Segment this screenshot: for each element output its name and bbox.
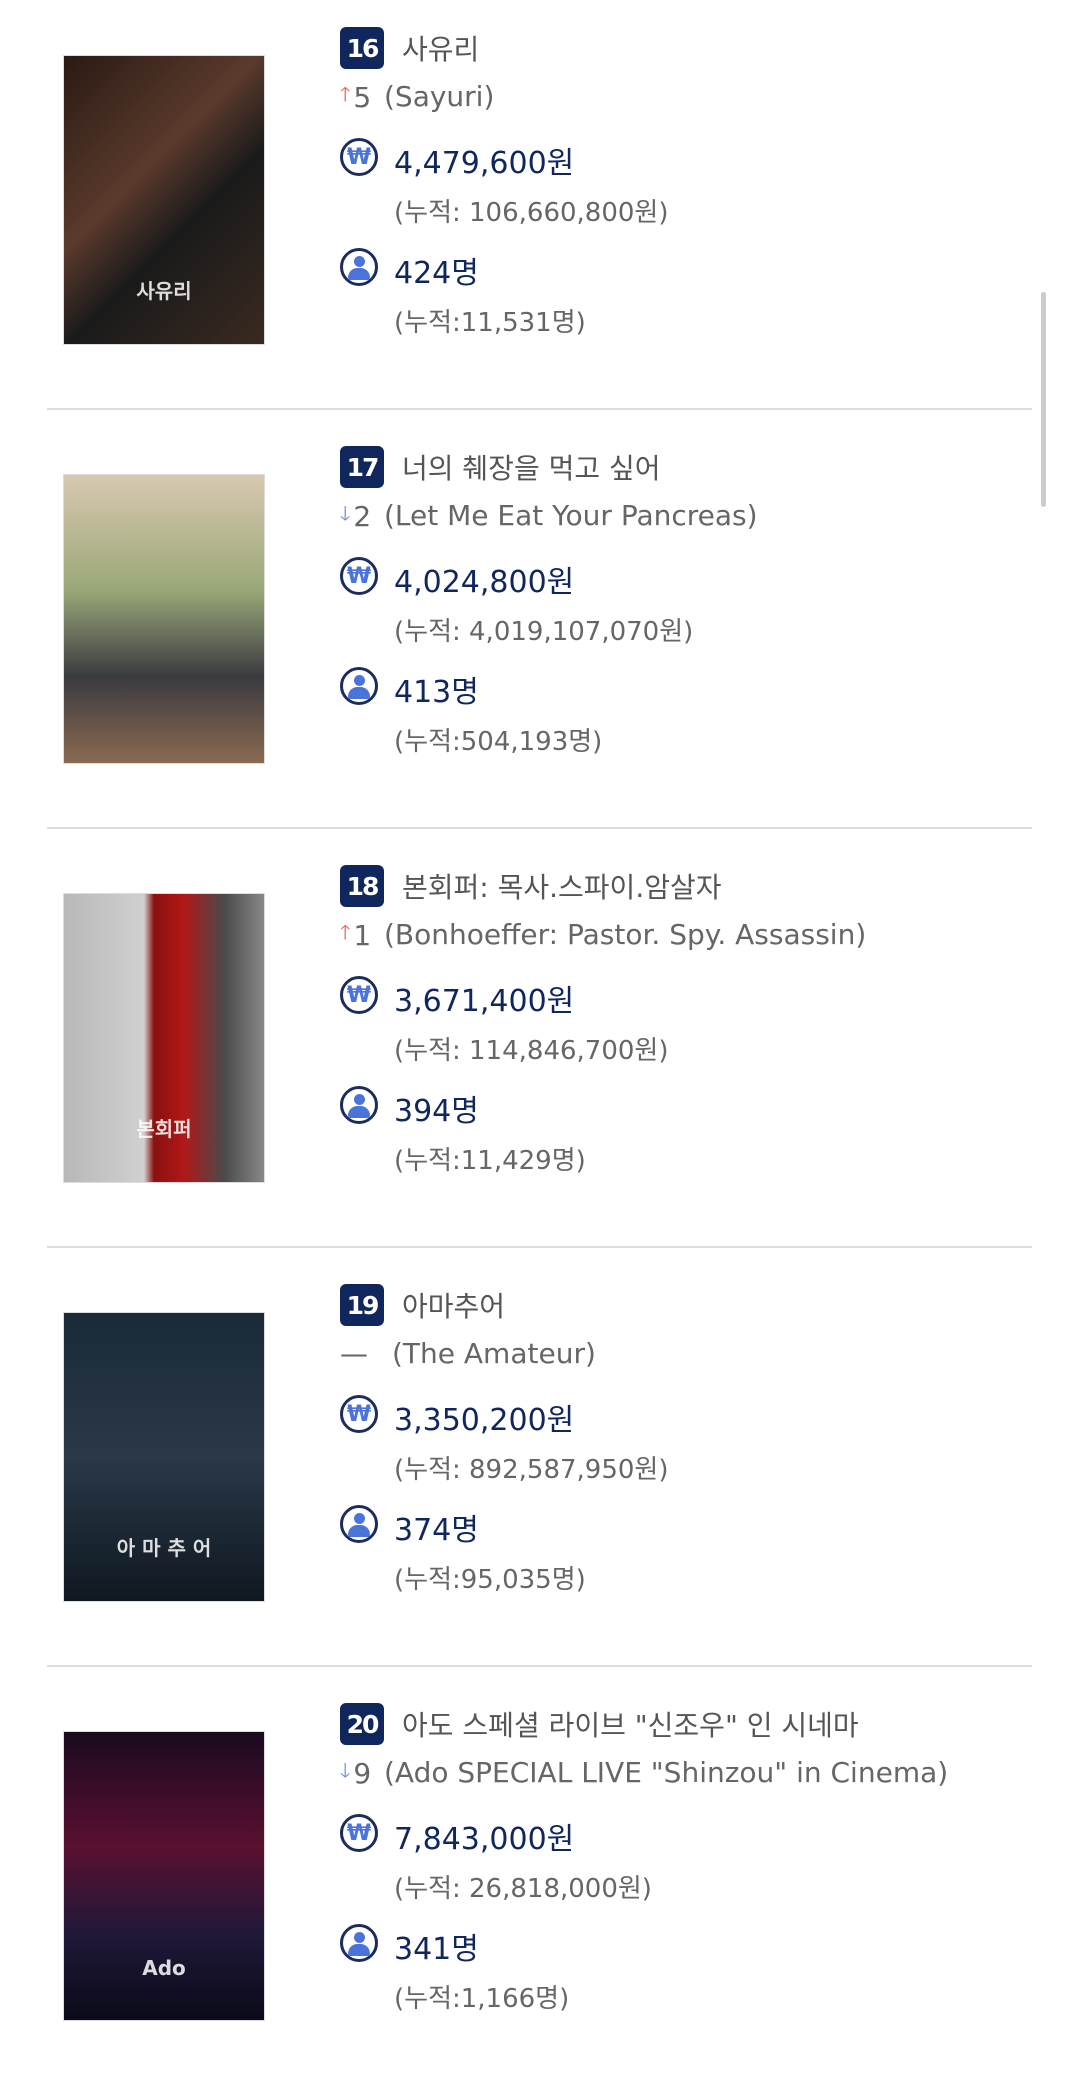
cumulative-audience: (누적:11,531명) (394, 308, 586, 338)
cumulative-gross: (누적: 26,818,000원) (394, 1874, 652, 1904)
daily-gross: 4,024,800원 (394, 565, 575, 600)
arrow-up-icon: 🡑 (340, 920, 351, 944)
movie-title-ko[interactable]: 너의 췌장을 먹고 싶어 (402, 452, 661, 485)
cumulative-gross: (누적: 892,587,950원) (394, 1455, 669, 1485)
movie-title-ko[interactable]: 아마추어 (402, 1290, 506, 1323)
divider (47, 1246, 1032, 1248)
cumulative-gross: (누적: 106,660,800원) (394, 198, 669, 228)
movie-poster[interactable]: 사유리 (63, 55, 265, 345)
divider (47, 408, 1032, 410)
rank-change-value: 9 (353, 1756, 372, 1790)
cumulative-gross: (누적: 114,846,700원) (394, 1036, 669, 1066)
movie-title-ko[interactable]: 본회퍼: 목사.스파이.암살자 (402, 871, 722, 904)
won-icon: ₩ (340, 557, 378, 595)
movie-poster[interactable] (63, 474, 265, 764)
divider (47, 1665, 1032, 1667)
user-icon (340, 1924, 378, 1962)
movie-title-ko[interactable]: 사유리 (402, 33, 480, 66)
movie-title-ko[interactable]: 아도 스페셜 라이브 "신조우" 인 시네마 (402, 1709, 859, 1742)
rank-badge: 19 (340, 1284, 384, 1326)
list-item[interactable]: 17 너의 췌장을 먹고 싶어 🡓 2 (Let Me Eat Your Panc… (0, 419, 1080, 838)
rank-badge: 16 (340, 27, 384, 69)
divider (47, 827, 1032, 829)
list-item[interactable]: 사유리 16 사유리 🡑 5 (Sayuri) ₩ 4,479,600원 (누적:… (0, 0, 1080, 419)
rank-change: 🡑 1 (340, 918, 371, 952)
movie-title-en: (The Amateur) (392, 1337, 596, 1370)
movie-title-en: (Let Me Eat Your Pancreas) (384, 499, 758, 532)
daily-gross: 4,479,600원 (394, 146, 575, 181)
scrollbar[interactable] (1041, 292, 1046, 507)
list-item[interactable]: 본회퍼 18 본회퍼: 목사.스파이.암살자 🡑 1 (Bonhoeffer: P… (0, 838, 1080, 1257)
rank-change: 🡑 5 (340, 80, 371, 114)
rank-change: 🡓 2 (340, 499, 371, 533)
cumulative-audience: (누적:95,035명) (394, 1565, 586, 1595)
user-icon (340, 667, 378, 705)
arrow-down-icon: 🡓 (340, 1758, 351, 1782)
daily-gross: 3,671,400원 (394, 984, 575, 1019)
daily-audience: 424명 (394, 256, 479, 291)
cumulative-audience: (누적:11,429명) (394, 1146, 586, 1176)
poster-title: 사유리 (136, 279, 192, 303)
daily-audience: 374명 (394, 1513, 479, 1548)
poster-title: Ado (142, 1956, 186, 1980)
rank-change: 🡓 9 (340, 1756, 371, 1790)
movie-poster[interactable]: 아 마 추 어 (63, 1312, 265, 1602)
movie-poster[interactable]: 본회퍼 (63, 893, 265, 1183)
arrow-down-icon: 🡓 (340, 501, 351, 525)
rank-change-value: 5 (353, 80, 372, 114)
won-icon: ₩ (340, 976, 378, 1014)
user-icon (340, 1505, 378, 1543)
cumulative-audience: (누적:504,193명) (394, 727, 603, 757)
cumulative-audience: (누적:1,166명) (394, 1984, 570, 2014)
dash-icon: — (340, 1337, 368, 1370)
list-item[interactable]: Ado 20 아도 스페셜 라이브 "신조우" 인 시네마 🡓 9 (Ado SP… (0, 1676, 1080, 2095)
rank-change-value: 2 (353, 499, 372, 533)
daily-audience: 413명 (394, 675, 479, 710)
list-item[interactable]: 아 마 추 어 19 아마추어 — (The Amateur) ₩ 3,350,… (0, 1257, 1080, 1676)
movie-title-en: (Ado SPECIAL LIVE "Shinzou" in Cinema) (384, 1756, 949, 1789)
poster-title: 본회퍼 (136, 1117, 192, 1141)
daily-gross: 7,843,000원 (394, 1822, 575, 1857)
daily-audience: 394명 (394, 1094, 479, 1129)
cumulative-gross: (누적: 4,019,107,070원) (394, 617, 694, 647)
won-icon: ₩ (340, 1814, 378, 1852)
rank-badge: 18 (340, 865, 384, 907)
won-icon: ₩ (340, 138, 378, 176)
poster-title: 아 마 추 어 (116, 1536, 212, 1560)
movie-title-en: (Bonhoeffer: Pastor. Spy. Assassin) (384, 918, 867, 951)
rank-badge: 17 (340, 446, 384, 488)
arrow-up-icon: 🡑 (340, 82, 351, 106)
movie-title-en: (Sayuri) (384, 80, 495, 113)
won-icon: ₩ (340, 1395, 378, 1433)
user-icon (340, 248, 378, 286)
daily-audience: 341명 (394, 1932, 479, 1967)
rank-change-value: 1 (353, 918, 372, 952)
rank-badge: 20 (340, 1703, 384, 1745)
rank-change: — (340, 1337, 376, 1370)
daily-gross: 3,350,200원 (394, 1403, 575, 1438)
movie-poster[interactable]: Ado (63, 1731, 265, 2021)
user-icon (340, 1086, 378, 1124)
